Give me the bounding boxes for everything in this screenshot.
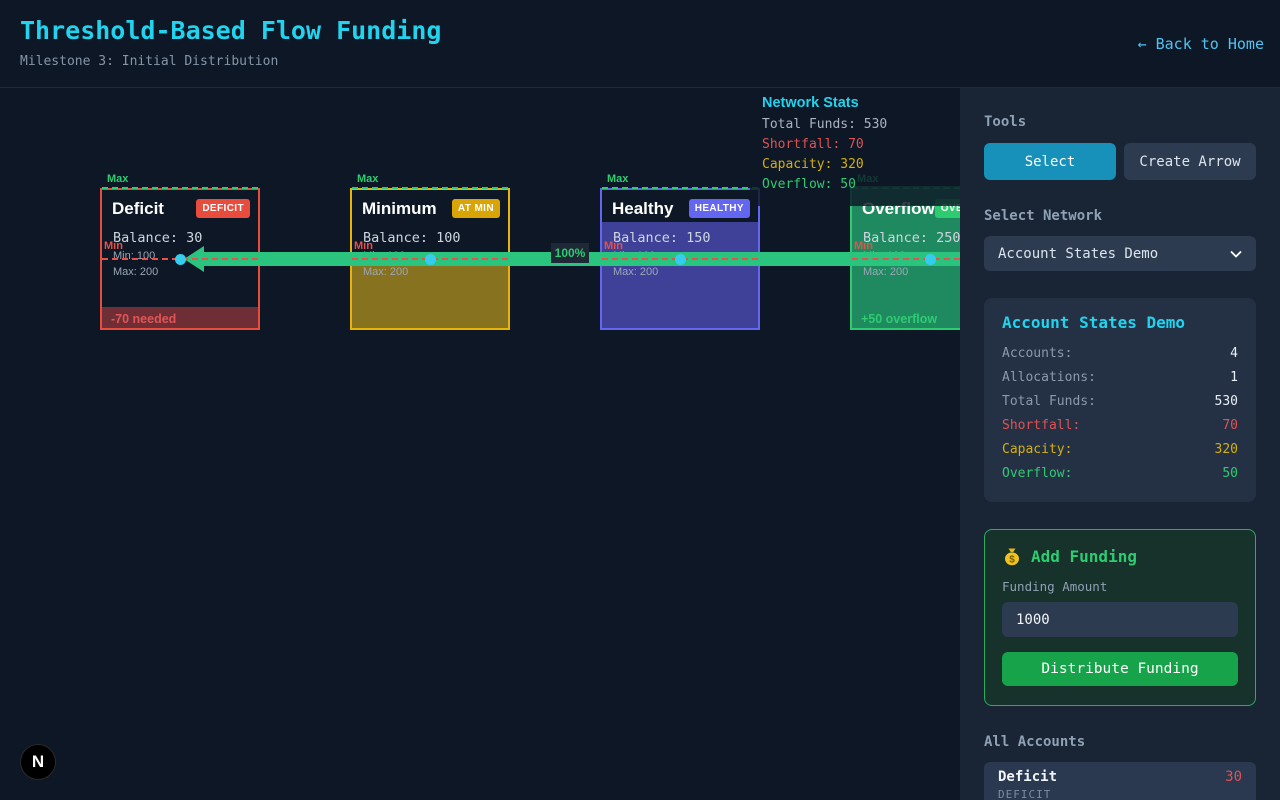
max-text: Max: 200	[363, 266, 409, 278]
account-title: Healthy	[612, 199, 674, 218]
funding-amount-input[interactable]	[1002, 602, 1238, 637]
add-funding-card: $ Add Funding Funding Amount Distribute …	[984, 529, 1256, 706]
edge-allocation-label: 100%	[551, 243, 589, 263]
max-threshold-line	[352, 187, 508, 189]
account-title: Minimum	[362, 199, 437, 218]
network-canvas[interactable]: 100% Deficit DEFICIT Balance: 30 Min: 10…	[0, 88, 1010, 800]
page-subtitle: Milestone 3: Initial Distribution	[20, 54, 279, 69]
min-threshold-tag: Min	[354, 240, 373, 252]
all-accounts-heading: All Accounts	[984, 734, 1086, 750]
nextjs-dev-badge[interactable]: N	[20, 744, 56, 780]
account-node-deficit[interactable]: Deficit DEFICIT Balance: 30 Min: 100 Max…	[100, 188, 260, 330]
create-arrow-button[interactable]: Create Arrow	[1124, 143, 1256, 180]
tooltip-total-funds: Total Funds: 530	[762, 117, 888, 132]
page-title: Threshold-Based Flow Funding	[20, 16, 442, 45]
min-threshold-tag: Min	[604, 240, 623, 252]
network-stats-tooltip: Network Stats Total Funds: 530 Shortfall…	[750, 88, 963, 206]
tools-heading: Tools	[984, 114, 1027, 130]
select-tool-button[interactable]: Select	[984, 143, 1116, 180]
funding-amount-label: Funding Amount	[1002, 579, 1108, 594]
max-threshold-tag: Max	[357, 173, 379, 185]
deficit-note: -70 needed	[111, 312, 177, 326]
account-title: Deficit	[112, 199, 164, 218]
balance-fill	[602, 222, 758, 328]
stat-shortfall: Shortfall: 70	[1002, 418, 1238, 433]
status-badge: AT MIN	[451, 199, 500, 218]
node-anchor-dot[interactable]	[425, 254, 436, 265]
control-sidebar: Tools Select Create Arrow Select Network…	[960, 88, 1280, 800]
app-header: Threshold-Based Flow Funding Milestone 3…	[0, 0, 1280, 88]
stat-allocations: Allocations: 1	[1002, 370, 1238, 385]
status-badge: DEFICIT	[196, 199, 250, 218]
tooltip-shortfall: Shortfall: 70	[762, 137, 864, 152]
node-anchor-dot[interactable]	[925, 254, 936, 265]
balance-fill	[102, 307, 258, 328]
max-threshold-tag: Max	[107, 173, 129, 185]
money-bag-icon: $	[1005, 548, 1019, 566]
balance-fill	[352, 257, 508, 328]
distribute-funding-button[interactable]: Distribute Funding	[1002, 652, 1238, 686]
tooltip-overflow: Overflow: 50	[762, 177, 856, 192]
network-stats-card: Account States Demo Accounts: 4 Allocati…	[984, 298, 1256, 502]
balance-text: Balance: 150	[613, 230, 711, 246]
select-network-heading: Select Network	[984, 208, 1103, 224]
tooltip-title: Network Stats	[762, 95, 859, 111]
back-to-home-link[interactable]: ← Back to Home	[1137, 35, 1264, 53]
network-select-value: Account States Demo	[998, 245, 1159, 262]
status-badge: HEALTHY	[688, 199, 750, 218]
account-row-name: Deficit	[998, 769, 1058, 785]
node-anchor-dot[interactable]	[175, 254, 186, 265]
min-threshold-tag: Min	[854, 240, 873, 252]
account-row-balance: 30	[1225, 769, 1242, 785]
stat-total-funds: Total Funds: 530	[1002, 394, 1238, 409]
stat-accounts: Accounts: 4	[1002, 346, 1238, 361]
balance-text: Balance: 30	[113, 230, 203, 246]
stats-card-title: Account States Demo	[1002, 313, 1186, 332]
min-threshold-line	[852, 258, 960, 260]
max-text: Max: 200	[113, 266, 159, 278]
balance-text: Balance: 250	[863, 230, 961, 246]
min-threshold-tag: Min	[104, 240, 123, 252]
account-node-healthy[interactable]: Healthy HEALTHY Balance: 150 Min: 100 Ma…	[600, 188, 760, 330]
stat-capacity: Capacity: 320	[1002, 442, 1238, 457]
max-text: Max: 200	[613, 266, 659, 278]
account-list-item-deficit[interactable]: Deficit 30 DEFICIT	[984, 762, 1256, 800]
tooltip-capacity: Capacity: 320	[762, 157, 864, 172]
balance-text: Balance: 100	[363, 230, 461, 246]
add-funding-title: Add Funding	[1031, 546, 1137, 566]
node-anchor-dot[interactable]	[675, 254, 686, 265]
max-text: Max: 200	[863, 266, 909, 278]
svg-text:$: $	[1009, 555, 1015, 566]
nextjs-logo-icon: N	[31, 752, 45, 771]
max-threshold-line	[102, 187, 258, 189]
max-threshold-tag: Max	[607, 173, 629, 185]
network-select[interactable]: Account States Demo	[984, 236, 1256, 271]
max-threshold-line	[602, 187, 758, 189]
overflow-note: +50 overflow	[861, 312, 938, 326]
account-row-status: DEFICIT	[998, 788, 1052, 800]
stat-overflow: Overflow: 50	[1002, 466, 1238, 481]
chevron-down-icon	[1230, 250, 1242, 258]
